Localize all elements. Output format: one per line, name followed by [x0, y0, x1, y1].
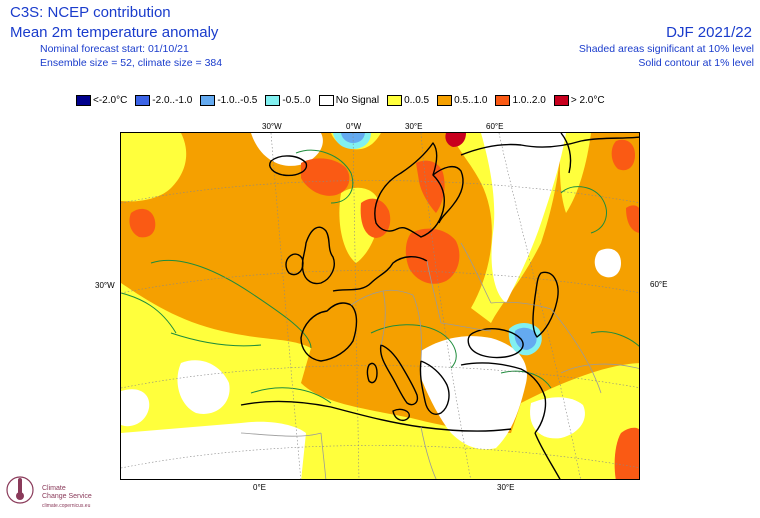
significance-contours — [121, 149, 639, 404]
graticule-label-left-30w: 30°W — [95, 281, 115, 290]
legend-label: 0..0.5 — [404, 94, 430, 106]
graticule-label-top-30e: 30°E — [405, 122, 423, 131]
graticule-label-top-30w: 30°W — [262, 122, 282, 131]
color-legend: <-2.0°C -2.0..-1.0 -1.0..-0.5 -0.5..0 No Sig… — [76, 93, 613, 107]
country-borders — [240, 242, 639, 479]
anomaly-zone-yellow — [559, 133, 591, 213]
legend-item: -0.5..0 — [265, 94, 311, 106]
anomaly-zone-no-signal — [121, 421, 306, 479]
season-label: DJF 2021/22 — [666, 24, 752, 41]
graticule-lines — [121, 133, 639, 479]
legend-label: <-2.0°C — [93, 94, 128, 106]
legend-swatch — [387, 94, 403, 106]
map-subtitle: Mean 2m temperature anomaly — [10, 24, 219, 41]
anomaly-zone-no-signal — [530, 397, 585, 439]
graticule-label-top-60e: 60°E — [486, 122, 504, 131]
legend-item: -1.0..-0.5 — [200, 94, 258, 106]
anomaly-zone-red — [129, 208, 156, 238]
anomaly-zone-no-signal — [481, 133, 566, 303]
anomaly-zone-no-signal — [121, 389, 150, 427]
graticule-label-top-0w: 0°W — [346, 122, 362, 131]
legend-item: 0.5..1.0 — [437, 94, 488, 106]
legend-swatch — [76, 94, 91, 106]
anomaly-zone-red — [301, 158, 350, 196]
anomaly-map — [120, 132, 640, 480]
anomaly-zone-light-blue — [514, 327, 537, 350]
anomaly-zone-red — [416, 160, 445, 213]
anomaly-zone-no-signal — [177, 360, 230, 414]
legend-swatch — [200, 94, 216, 106]
legend-item: 0..0.5 — [387, 94, 430, 106]
anomaly-zone-yellow — [121, 133, 187, 202]
anomaly-zone-red — [405, 228, 460, 284]
legend-item: No Signal — [318, 94, 380, 106]
legend-item: -2.0..-1.0 — [135, 94, 193, 106]
legend-label: -0.5..0 — [282, 94, 311, 106]
legend-swatch — [318, 94, 334, 106]
graticule-label-bottom-30e: 30°E — [497, 483, 515, 492]
logo-text-line2: Change Service — [42, 493, 92, 500]
copernicus-logo: Climate Change Service climate.copernicu… — [4, 472, 114, 512]
contour-note: Solid contour at 1% level — [638, 57, 754, 69]
forecast-start-text: Nominal forecast start: 01/10/21 — [40, 43, 189, 55]
legend-swatch — [437, 94, 453, 106]
logo-text-line1: Climate — [42, 485, 66, 492]
anomaly-zone-no-signal — [251, 133, 323, 166]
map-canvas — [121, 133, 639, 479]
thermometer-logo-icon — [6, 476, 34, 504]
legend-label: 1.0..2.0 — [512, 94, 546, 106]
graticule-label-right-60e: 60°E — [650, 280, 668, 289]
anomaly-zone-red — [626, 205, 639, 233]
legend-label: 0.5..1.0 — [454, 94, 488, 106]
coastlines — [240, 133, 639, 479]
legend-label: -2.0..-1.0 — [152, 94, 193, 106]
graticule-label-bottom-0e: 0°E — [253, 483, 266, 492]
legend-swatch — [265, 94, 281, 106]
legend-item: <-2.0°C — [76, 94, 128, 106]
map-title: C3S: NCEP contribution — [10, 4, 171, 21]
logo-text-line3: climate.copernicus.eu — [42, 503, 91, 509]
legend-item: > 2.0°C — [553, 94, 605, 106]
significance-note: Shaded areas significant at 10% level — [578, 43, 754, 55]
legend-item: 1.0..2.0 — [495, 94, 546, 106]
legend-label: No Signal — [335, 94, 380, 106]
anomaly-zone-dark-red — [445, 133, 466, 147]
legend-swatch — [135, 94, 151, 106]
anomaly-zone-red — [614, 427, 639, 479]
legend-label: -1.0..-0.5 — [217, 94, 258, 106]
anomaly-zone-no-signal — [594, 248, 621, 278]
legend-label: > 2.0°C — [570, 94, 605, 106]
legend-swatch — [553, 94, 569, 106]
legend-swatch — [495, 94, 511, 106]
ensemble-size-text: Ensemble size = 52, climate size = 384 — [40, 57, 223, 69]
anomaly-zone-red — [611, 139, 635, 171]
